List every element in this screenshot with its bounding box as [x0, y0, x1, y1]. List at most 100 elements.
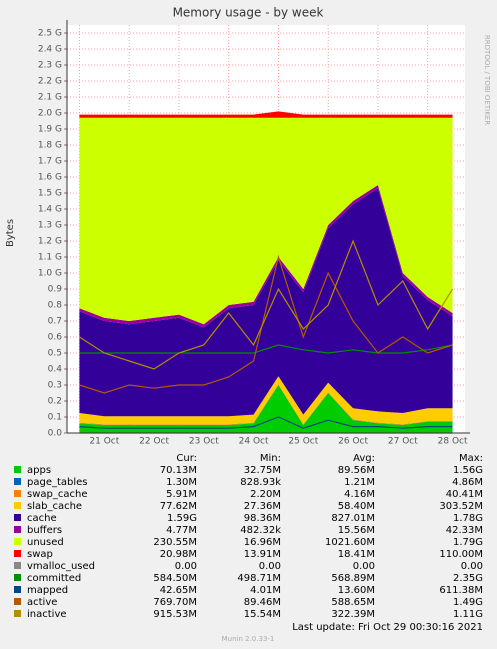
legend-stat: 1.59G: [167, 513, 197, 524]
x-tick-label: 24 Oct: [239, 437, 269, 447]
legend-label: vmalloc_used: [27, 561, 95, 572]
legend-stat: 1.11G: [453, 609, 483, 620]
legend-label: unused: [27, 537, 64, 548]
legend-stat: 40.41M: [446, 489, 483, 500]
legend-stat: 42.33M: [446, 525, 483, 536]
x-tick-label: 28 Oct: [438, 437, 468, 447]
x-tick-label: 27 Oct: [388, 437, 418, 447]
y-tick-label: 2.0 G: [38, 109, 62, 119]
legend-stat: 13.91M: [244, 549, 281, 560]
y-tick-label: 0.6: [48, 333, 63, 343]
y-tick-label: 1.0 G: [38, 269, 62, 279]
y-tick-label: 0.7: [48, 317, 62, 327]
legend-stat: 0.00: [461, 561, 483, 572]
footer: Munin 2.0.33-1: [222, 635, 275, 643]
legend-header: Max:: [459, 453, 483, 464]
x-tick-label: 26 Oct: [338, 437, 368, 447]
legend-swatch: [14, 490, 21, 497]
legend-stat: 4.77M: [166, 525, 197, 536]
legend-stat: 0.00: [259, 561, 281, 572]
legend-label: buffers: [27, 525, 62, 536]
y-tick-label: 0.2: [48, 397, 62, 407]
line-mapped: [79, 416, 453, 429]
y-tick-label: 2.4 G: [38, 45, 62, 55]
legend-swatch: [14, 562, 21, 569]
legend-swatch: [14, 610, 21, 617]
y-tick-label: 2.5 G: [38, 29, 62, 39]
legend-stat: 18.41M: [338, 549, 375, 560]
legend-stat: 0.00: [353, 561, 375, 572]
plot: [67, 25, 465, 434]
line-inactive: [79, 239, 454, 370]
legend-stat: 498.71M: [237, 573, 281, 584]
legend-stat: 588.65M: [331, 597, 375, 608]
legend-label: inactive: [27, 609, 67, 620]
legend-stat: 4.01M: [250, 585, 281, 596]
legend-swatch: [14, 550, 21, 557]
y-tick-label: 1.6 G: [38, 173, 62, 183]
legend-stat: 1.78G: [453, 513, 483, 524]
y-tick-label: 2.3 G: [38, 61, 62, 71]
legend-stat: 1.56G: [453, 465, 483, 476]
last-update: Last update: Fri Oct 29 00:30:16 2021: [292, 622, 483, 633]
legend-label: apps: [27, 465, 51, 476]
y-axis-label: Bytes: [5, 219, 16, 247]
side-text: RRDTOOL / TOBI OETIKER: [483, 35, 491, 125]
legend-stat: 77.62M: [160, 501, 197, 512]
legend-stat: 27.36M: [244, 501, 281, 512]
y-tick-label: 1.1 G: [38, 253, 62, 263]
legend-label: active: [27, 597, 57, 608]
legend-swatch: [14, 586, 21, 593]
legend-stat: 230.55M: [153, 537, 197, 548]
area-apps: [79, 385, 453, 433]
legend-label: mapped: [27, 585, 68, 596]
line-active: [79, 254, 453, 394]
legend-header: Avg:: [353, 453, 375, 464]
y-tick-label: 1.2 G: [38, 237, 62, 247]
legend-stat: 568.89M: [331, 573, 375, 584]
x-tick-label: 23 Oct: [189, 437, 219, 447]
legend-stat: 20.98M: [160, 549, 197, 560]
legend-swatch: [14, 478, 21, 485]
chart-title: Memory usage - by week: [173, 6, 324, 20]
legend-label: page_tables: [27, 477, 88, 488]
legend-stat: 1.21M: [344, 477, 375, 488]
legend-stat: 16.96M: [244, 537, 281, 548]
legend-swatch: [14, 514, 21, 521]
legend-stat: 1.79G: [453, 537, 483, 548]
x-tick-label: 21 Oct: [89, 437, 119, 447]
legend-stat: 482.32k: [240, 525, 281, 536]
legend-stat: 611.38M: [439, 585, 483, 596]
y-tick-label: 0.4: [48, 365, 63, 375]
y-tick-label: 1.3 G: [38, 221, 62, 231]
legend-stat: 58.40M: [338, 501, 375, 512]
legend-stat: 1021.60M: [325, 537, 375, 548]
legend-stat: 4.16M: [344, 489, 375, 500]
y-tick-label: 2.1 G: [38, 93, 62, 103]
legend-stat: 827.01M: [331, 513, 375, 524]
y-tick-label: 1.9 G: [38, 125, 62, 135]
legend-stat: 2.35G: [453, 573, 483, 584]
y-tick-label: 0.9: [48, 285, 63, 295]
legend-header: Cur:: [176, 453, 197, 464]
legend-swatch: [14, 502, 21, 509]
legend-stat: 15.56M: [338, 525, 375, 536]
y-tick-label: 1.5 G: [38, 189, 62, 199]
y-tick-label: 0.0: [48, 429, 63, 439]
y-tick-label: 1.7 G: [38, 157, 62, 167]
area-swap: [79, 111, 453, 118]
legend-stat: 584.50M: [153, 573, 197, 584]
legend-stat: 915.53M: [153, 609, 197, 620]
legend-stat: 2.20M: [250, 489, 281, 500]
y-tick-label: 0.5: [48, 349, 62, 359]
area-slab-cache: [79, 376, 453, 425]
legend-stat: 89.56M: [338, 465, 375, 476]
legend-stat: 32.75M: [244, 465, 281, 476]
y-tick-label: 1.4 G: [38, 205, 62, 215]
legend-label: cache: [27, 513, 57, 524]
legend-stat: 322.39M: [331, 609, 375, 620]
legend-stat: 1.49G: [453, 597, 483, 608]
y-tick-label: 2.2 G: [38, 77, 62, 87]
